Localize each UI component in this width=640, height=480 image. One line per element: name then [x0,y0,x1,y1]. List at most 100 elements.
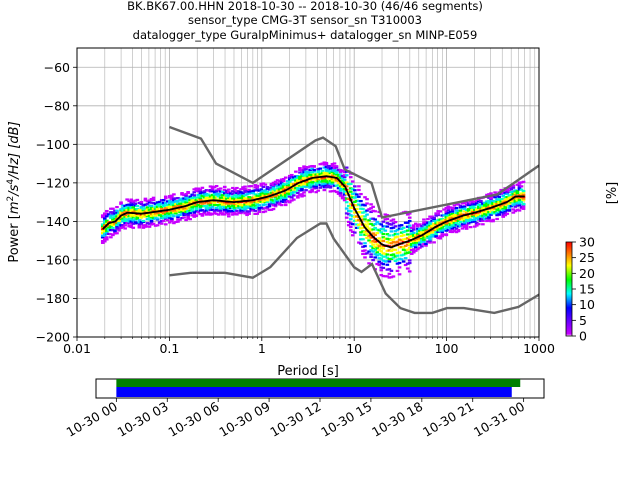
psd-density-cell [416,248,420,251]
psd-density-cell [393,255,398,258]
psd-density-cell [261,189,266,193]
psd-density-cell [348,210,353,213]
psd-density-cell [363,245,367,248]
psd-density-cell [316,173,321,176]
psd-density-cell [170,213,174,216]
psd-density-cell [503,203,508,206]
psd-density-cell [501,194,506,197]
psd-density-cell [407,246,412,249]
psd-density-cell [151,198,156,201]
psd-density-cell [509,193,514,196]
psd-density-cell [418,223,422,226]
psd-density-cell [125,206,129,210]
psd-density-cell [245,212,249,215]
psd-density-cell [292,178,296,181]
psd-density-cell [224,191,229,194]
psd-density-cell [450,228,455,231]
psd-density-cell [210,196,215,199]
psd-density-cell [318,167,323,170]
psd-density-cell [218,196,223,199]
psd-density-cell [296,196,300,199]
psd-density-cell [365,236,369,239]
psd-density-cell [369,249,373,252]
psd-density-cell [241,210,245,213]
psd-density-cell [100,214,105,217]
psd-density-cell [320,172,325,175]
psd-density-cell [139,221,144,224]
psd-density-cell [387,276,392,279]
psd-density-cell [517,200,522,204]
psd-density-cell [340,188,345,191]
psd-density-cell [153,209,158,212]
psd-density-cell [456,214,461,217]
psd-density-cell [322,161,327,164]
psd-density-cell [157,211,162,214]
psd-density-cell [442,223,447,226]
psd-density-cell [255,212,260,215]
psd-density-cell [308,179,312,182]
psd-density-cell [222,208,227,211]
psd-density-cell [226,204,231,207]
psd-density-cell [422,240,426,243]
psd-density-cell [121,224,125,227]
psd-density-cell [357,241,361,244]
psd-density-cell [521,193,526,196]
psd-density-cell [277,185,282,189]
psd-density-cell [393,220,398,224]
psd-density-cell [353,189,357,192]
psd-density-cell [393,225,398,228]
psd-density-cell [121,215,125,218]
psd-density-cell [401,230,406,234]
psd-density-cell [194,207,199,210]
psd-density-cell [381,274,386,278]
psd-density-cell [239,209,243,212]
psd-density-cell [342,181,347,185]
psd-density-cell [426,225,430,228]
psd-density-cell [220,194,225,197]
psd-density-cell [277,192,282,196]
psd-density-cell [263,189,268,192]
psd-density-cell [208,208,213,212]
psd-density-cell [436,213,440,217]
psd-density-cell [277,180,282,183]
psd-density-cell [359,207,363,210]
psd-density-cell [196,203,201,206]
psd-density-cell [198,209,203,212]
psd-density-cell [357,200,361,203]
psd-density-cell [304,165,308,169]
psd-density-cell [513,199,518,202]
psd-density-cell [145,213,150,217]
psd-density-cell [235,209,239,213]
psd-density-cell [131,206,136,209]
psd-density-cell [302,174,306,177]
psd-density-cell [338,192,343,195]
psd-density-cell [226,190,231,194]
psd-density-cell [249,192,253,195]
psd-density-cell [493,202,497,205]
psd-density-cell [495,200,499,203]
psd-density-cell [497,198,501,202]
psd-density-cell [497,210,501,214]
psd-density-cell [373,240,377,244]
psd-density-cell [308,186,312,189]
psd-density-cell [395,258,400,261]
psd-density-cell [308,190,312,193]
psd-density-cell [389,223,394,226]
psd-density-cell [515,197,520,200]
psd-density-cell [497,197,501,200]
psd-density-cell [348,176,353,179]
psd-density-cell [440,217,445,221]
psd-density-cell [129,217,134,221]
psd-density-cell [334,173,339,176]
psd-density-cell [440,221,445,224]
psd-density-cell [477,223,481,226]
psd-density-cell [102,230,107,233]
psd-density-cell [468,203,473,206]
psd-density-cell [212,203,217,207]
psd-density-cell [442,228,447,231]
psd-density-cell [166,219,170,222]
psd-density-cell [294,170,298,173]
psd-density-cell [326,173,331,176]
psd-density-cell [389,276,394,279]
psd-density-cell [271,199,276,202]
